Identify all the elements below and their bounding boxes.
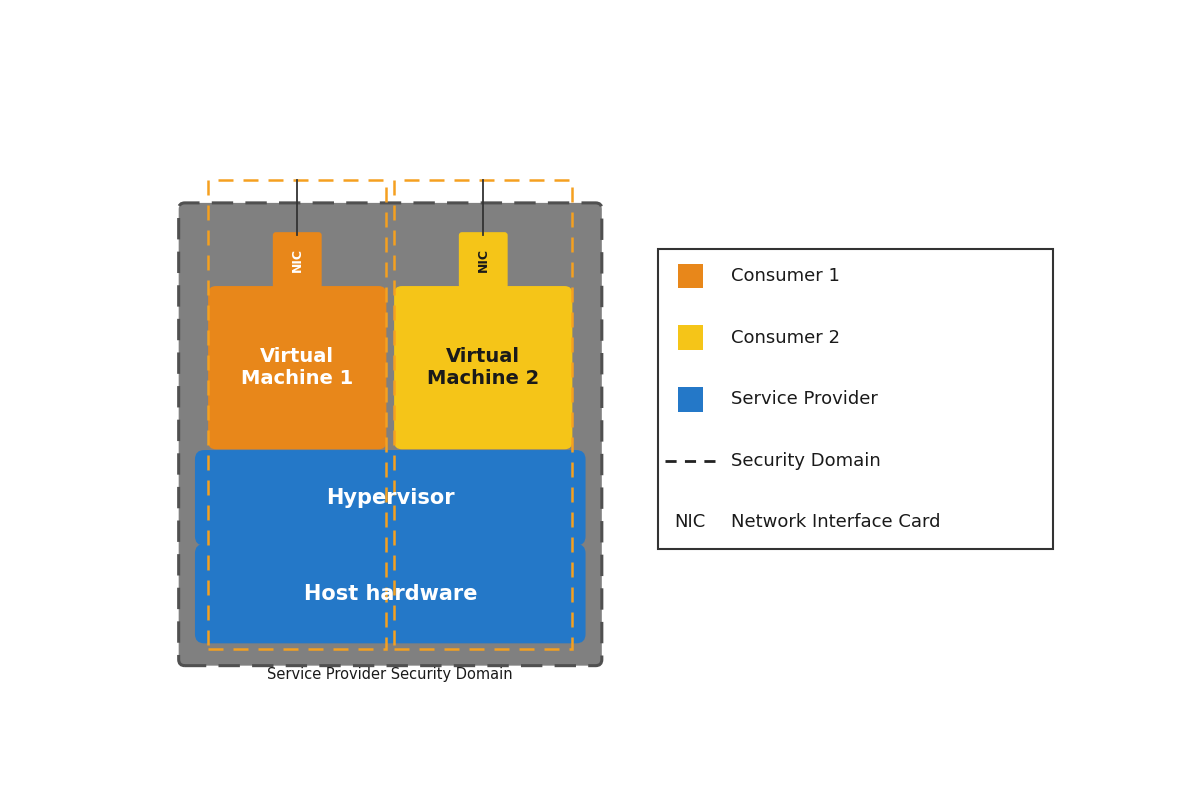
Bar: [678, 264, 702, 288]
Text: Service Provider: Service Provider: [731, 390, 878, 408]
Text: Security Domain: Security Domain: [731, 452, 881, 470]
Bar: [678, 387, 702, 412]
FancyBboxPatch shape: [272, 232, 322, 288]
FancyBboxPatch shape: [194, 544, 586, 643]
Bar: [678, 325, 702, 350]
FancyBboxPatch shape: [458, 232, 508, 288]
Bar: [208, 180, 386, 649]
Text: Network Interface Card: Network Interface Card: [731, 513, 941, 531]
Text: Virtual
Machine 1: Virtual Machine 1: [241, 347, 353, 388]
Text: NIC: NIC: [290, 248, 304, 272]
FancyBboxPatch shape: [394, 286, 572, 450]
FancyBboxPatch shape: [179, 203, 602, 666]
Text: Hypervisor: Hypervisor: [326, 488, 455, 508]
Bar: [658, 249, 1052, 549]
FancyBboxPatch shape: [194, 450, 586, 545]
Text: Host hardware: Host hardware: [304, 584, 478, 604]
Text: Service Provider Security Domain: Service Provider Security Domain: [268, 667, 514, 681]
Text: Consumer 2: Consumer 2: [731, 329, 840, 347]
Bar: [394, 180, 572, 649]
Text: Virtual
Machine 2: Virtual Machine 2: [427, 347, 539, 388]
Text: NIC: NIC: [674, 513, 706, 531]
FancyBboxPatch shape: [208, 286, 386, 450]
Text: NIC: NIC: [476, 248, 490, 272]
Text: Consumer 1: Consumer 1: [731, 267, 840, 285]
